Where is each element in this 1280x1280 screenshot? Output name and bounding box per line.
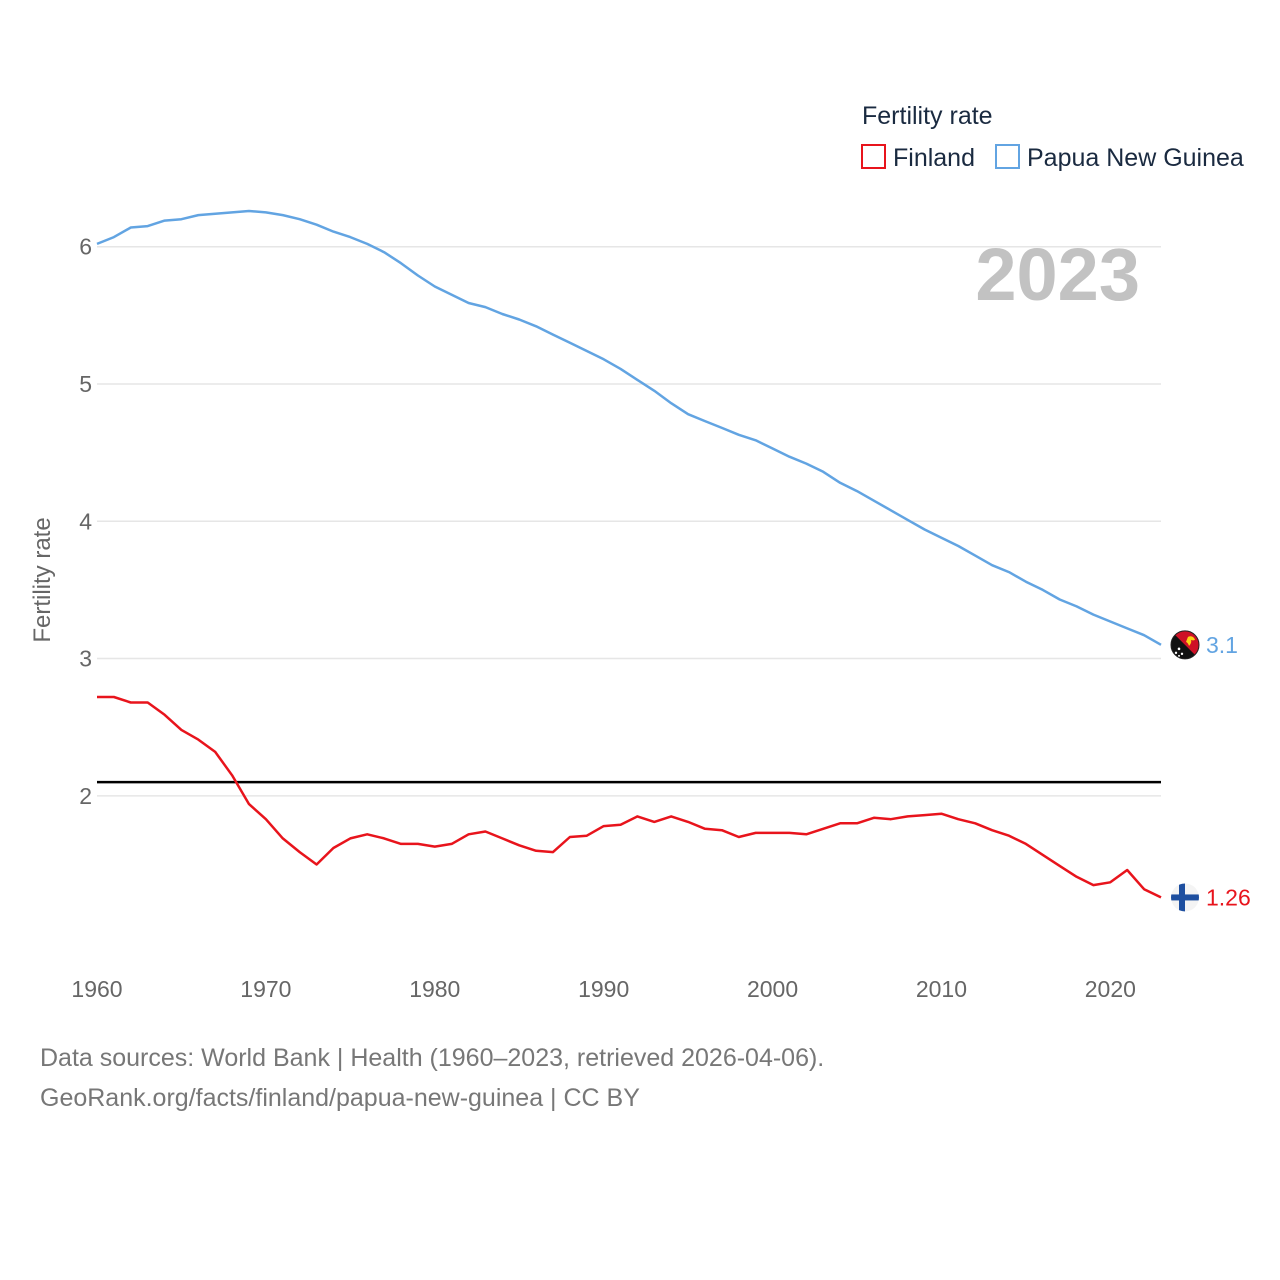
papua-new-guinea-flag-icon bbox=[1170, 630, 1200, 660]
end-value-label-finland: 1.26 bbox=[1206, 884, 1251, 910]
x-tick-label: 1980 bbox=[409, 976, 460, 1002]
year-label: 2023 bbox=[975, 233, 1140, 316]
series-line-papua-new-guinea[interactable] bbox=[96, 209, 1162, 646]
x-tick-label: 2020 bbox=[1085, 976, 1136, 1002]
x-tick-label: 1970 bbox=[240, 976, 291, 1002]
finland-flag-icon bbox=[1171, 883, 1199, 912]
legend-label-finland: Finland bbox=[893, 144, 975, 172]
legend-item-finland[interactable]: Finland bbox=[861, 144, 975, 172]
y-tick-label: 3 bbox=[79, 646, 92, 672]
y-tick-label: 6 bbox=[79, 234, 92, 260]
legend-swatch-finland bbox=[861, 144, 886, 169]
legend-swatch-papua-new-guinea bbox=[995, 144, 1020, 169]
legend-item-papua-new-guinea[interactable]: Papua New Guinea bbox=[995, 144, 1244, 172]
y-tick-label: 4 bbox=[79, 508, 92, 534]
y-tick-labels: 2 3 4 5 6 bbox=[79, 234, 92, 809]
y-tick-label: 5 bbox=[79, 371, 92, 397]
series-line-finland[interactable] bbox=[97, 695, 1162, 899]
end-value-label-papua-new-guinea: 3.1 bbox=[1206, 632, 1238, 658]
x-tick-label: 2010 bbox=[916, 976, 967, 1002]
source-url-line: GeoRank.org/facts/finland/papua-new-guin… bbox=[40, 1084, 640, 1112]
x-tick-label: 2000 bbox=[747, 976, 798, 1002]
y-gridlines bbox=[97, 245, 1161, 797]
x-tick-label: 1990 bbox=[578, 976, 629, 1002]
x-tick-label: 1960 bbox=[71, 976, 122, 1002]
y-tick-label: 2 bbox=[79, 783, 92, 809]
legend-label-papua-new-guinea: Papua New Guinea bbox=[1027, 144, 1244, 172]
legend: Fertility rate Finland Papua New Guinea bbox=[861, 102, 1244, 172]
source-line: Data sources: World Bank | Health (1960–… bbox=[40, 1044, 825, 1072]
y-axis-title: Fertility rate bbox=[29, 517, 56, 642]
legend-title: Fertility rate bbox=[862, 102, 993, 130]
x-tick-labels: 1960 1970 1980 1990 2000 2010 2020 bbox=[71, 976, 1136, 1002]
